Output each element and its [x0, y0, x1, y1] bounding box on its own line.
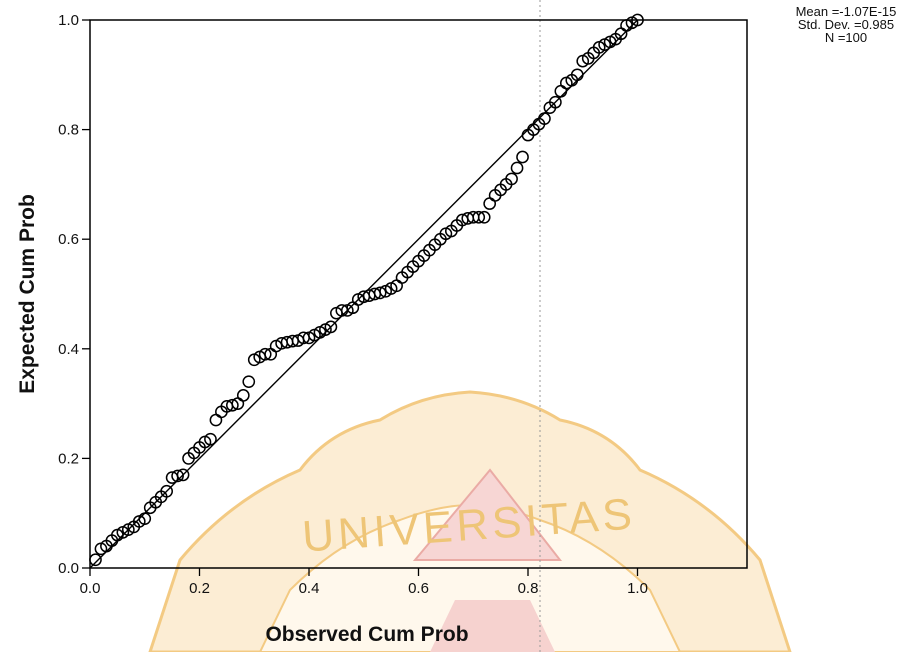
y-axis-title: Expected Cum Prob [16, 194, 39, 394]
data-point [204, 432, 217, 446]
y-tick-label: 0.6 [58, 231, 79, 248]
data-point [570, 68, 584, 82]
data-point [236, 389, 250, 402]
data-point [538, 112, 551, 125]
x-tick-label: 0.8 [518, 580, 539, 597]
data-point [505, 172, 518, 186]
data-point [477, 210, 491, 224]
y-tick-label: 0.0 [58, 560, 79, 577]
y-tick-label: 0.4 [58, 341, 79, 358]
data-point [160, 484, 173, 498]
data-point [258, 347, 272, 361]
data-point [324, 320, 338, 334]
data-point [631, 13, 644, 27]
data-point [242, 375, 256, 389]
data-point [510, 161, 524, 175]
x-tick-label: 0.4 [299, 580, 320, 597]
data-point [472, 210, 486, 224]
y-tick-label: 1.0 [58, 12, 79, 29]
x-axis-title: Observed Cum Prob [265, 623, 468, 646]
x-axis: 0.0 0.2 0.4 0.6 0.8 1.0 [80, 568, 648, 597]
stats-line: N =100 [825, 30, 867, 45]
data-point [549, 95, 562, 109]
x-tick-label: 0.6 [408, 580, 429, 597]
data-point [483, 197, 497, 210]
data-point [554, 84, 568, 98]
y-axis: 0.0 0.2 0.4 0.6 0.8 1.0 [58, 12, 90, 577]
data-point [209, 413, 223, 427]
data-point [89, 553, 102, 567]
x-tick-label: 1.0 [627, 580, 648, 597]
x-tick-label: 0.0 [80, 580, 101, 597]
stats-line: Mean =-1.07E-15 [796, 4, 897, 19]
y-tick-label: 0.2 [58, 450, 79, 467]
data-point [138, 512, 152, 526]
x-tick-label: 0.2 [189, 580, 210, 597]
y-tick-label: 0.8 [58, 122, 79, 139]
data-point [226, 398, 239, 412]
data-point [176, 468, 190, 482]
data-point [516, 150, 529, 164]
stats-line: Std. Dev. =0.985 [798, 17, 894, 32]
data-points [89, 13, 644, 567]
data-point [171, 469, 184, 483]
data-point [373, 286, 387, 300]
university-logo-watermark: UNIVERSITAS [148, 390, 792, 652]
